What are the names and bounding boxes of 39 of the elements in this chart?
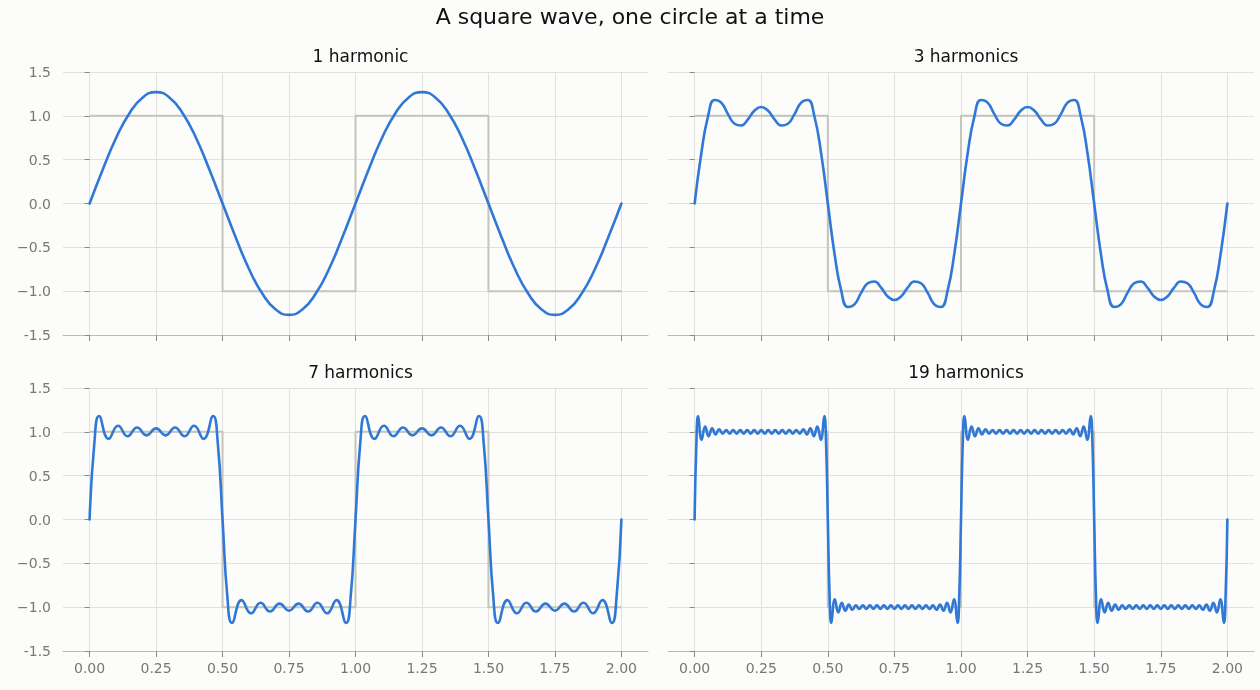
x-tick-label: 1.25 <box>406 660 438 676</box>
y-tick-label: 0.0 <box>28 511 51 528</box>
x-tick-label: 1.50 <box>472 660 505 676</box>
y-tick-label: 0.5 <box>28 151 51 168</box>
y-tick-label: −0.5 <box>17 555 51 572</box>
y-tick-label: −0.5 <box>17 239 51 256</box>
chart-title: 3 harmonics <box>913 45 1019 66</box>
y-tick-label: -1.5 <box>23 327 51 343</box>
x-tick-label: 0.00 <box>74 660 106 676</box>
text: A square wave, one circle at a time <box>434 4 826 29</box>
y-tick-label: 1.5 <box>28 64 51 80</box>
line-series <box>88 90 623 317</box>
x-tick-label: 0.75 <box>273 660 305 676</box>
x-tick-label: 2.00 <box>1211 660 1243 676</box>
y-tick-label: 1.0 <box>28 107 51 124</box>
y-tick-label: 0.0 <box>28 195 51 212</box>
x-tick-label: 1.00 <box>945 660 977 676</box>
y-tick-label: 0.5 <box>28 467 51 484</box>
x-tick-label: 1.75 <box>539 660 571 676</box>
chart-title: 7 harmonics <box>308 361 414 382</box>
x-tick-label: 0.50 <box>812 660 844 676</box>
x-tick-label: 2.00 <box>605 660 637 676</box>
chart-title: 19 harmonics <box>908 361 1024 382</box>
x-tick-label: 0.25 <box>140 660 172 676</box>
y-tick-label: 1.5 <box>28 380 51 396</box>
x-tick-label: 1.50 <box>1078 660 1110 676</box>
x-tick-label: 1.75 <box>1145 660 1177 676</box>
y-tick-label: -1.5 <box>23 643 51 659</box>
x-tick-label: 0.25 <box>745 660 777 676</box>
y-tick-label: −1.0 <box>17 599 51 616</box>
x-tick-label: 0.50 <box>206 660 239 676</box>
y-tick-label: −1.0 <box>17 283 51 300</box>
x-tick-label: 1.00 <box>339 660 372 676</box>
y-tick-label: 1.0 <box>28 423 51 440</box>
x-tick-label: 0.00 <box>679 660 711 676</box>
x-tick-label: 1.25 <box>1012 660 1044 676</box>
line-series <box>88 414 623 625</box>
x-tick-label: 0.75 <box>878 660 910 676</box>
chart-title: 1 harmonic <box>312 45 409 66</box>
